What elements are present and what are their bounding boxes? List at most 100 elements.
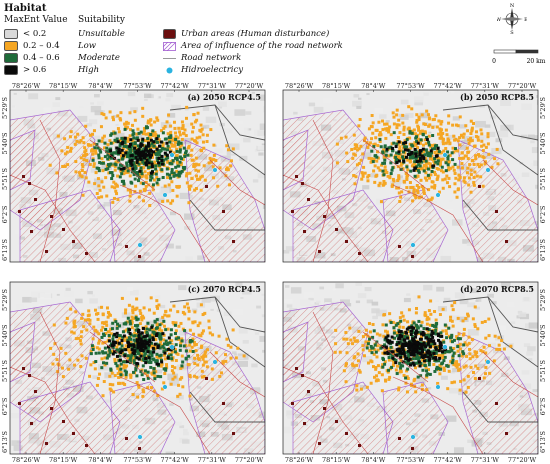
habitat-low-cell [188,349,192,353]
habitat-high-cell [115,354,119,358]
habitat-high-cell [385,147,389,151]
habitat-low-cell [451,123,455,127]
habitat-low-cell [452,134,456,138]
habitat-moderate-cell [159,156,163,160]
habitat-moderate-cell [383,145,387,149]
habitat-moderate-cell [394,155,398,159]
terrain-patch [391,126,401,132]
terrain-patch [39,292,51,300]
terrain-patch [103,202,111,207]
habitat-low-cell [176,136,180,140]
habitat-low-cell [453,182,457,186]
habitat-moderate-cell [422,169,426,173]
habitat-low-cell [137,195,141,199]
habitat-low-cell [170,142,174,146]
legend-class-suit: Moderate [78,53,120,63]
habitat-low-cell [479,163,483,167]
habitat-moderate-cell [399,366,403,370]
habitat-low-cell [69,307,73,311]
habitat-low-cell [338,350,342,354]
habitat-low-cell [209,158,213,162]
habitat-high-cell [415,341,419,345]
habitat-low-cell [481,350,485,354]
habitat-moderate-cell [387,146,391,150]
habitat-low-cell [468,357,472,361]
habitat-low-cell [63,152,67,156]
habitat-low-cell [137,385,141,389]
habitat-low-cell [170,138,174,142]
habitat-moderate-cell [108,348,112,352]
habitat-moderate-cell [410,131,414,135]
habitat-moderate-cell [168,173,172,177]
terrain-patch [315,300,321,304]
habitat-low-cell [103,363,107,367]
terrain-patch [169,211,177,216]
habitat-high-cell [124,151,128,155]
habitat-moderate-cell [371,160,375,164]
terrain-patch [145,320,155,327]
road-line [362,139,429,191]
habitat-low-cell [450,381,454,385]
terrain-patch [459,124,467,129]
habitat-moderate-cell [122,360,126,364]
habitat-low-cell [364,340,368,344]
y-tick-label: 6°13'S [539,431,547,453]
habitat-moderate-cell [178,348,182,352]
habitat-low-cell [424,157,428,161]
habitat-low-cell [372,169,376,173]
habitat-moderate-cell [393,336,397,340]
terrain-patch [443,297,451,302]
habitat-moderate-cell [155,318,159,322]
habitat-moderate-cell [180,339,184,343]
habitat-low-cell [472,175,476,179]
habitat-high-cell [151,338,155,342]
habitat-low-cell [177,383,181,387]
habitat-low-cell [467,341,471,345]
habitat-low-cell [78,171,82,175]
legend-layer-hydro: Hidroelectricy [163,65,243,75]
terrain-patch [157,96,162,99]
urban-area [222,210,225,213]
habitat-low-cell [398,145,402,149]
habitat-low-cell [101,136,105,140]
habitat-moderate-cell [450,151,454,155]
habitat-low-cell [351,362,355,366]
habitat-low-cell [438,161,442,165]
terrain-patch [92,331,100,336]
habitat-low-cell [363,136,367,140]
habitat-low-cell [155,299,159,303]
habitat-low-cell [359,387,363,391]
habitat-high-cell [421,342,425,346]
habitat-low-cell [176,394,180,398]
habitat-low-cell [195,136,199,140]
terrain-patch [63,290,75,298]
habitat-low-cell [128,174,132,178]
habitat-high-cell [409,353,413,357]
habitat-low-cell [411,199,415,203]
terrain-patch [238,328,248,334]
habitat-moderate-cell [397,328,401,332]
habitat-moderate-cell [394,358,398,362]
terrain-patch [398,175,403,179]
x-tick-label: 77°53'W [123,82,152,90]
habitat-moderate-cell [462,352,466,356]
habitat-low-cell [401,325,405,329]
habitat-high-cell [412,350,416,354]
habitat-low-cell [93,367,97,371]
habitat-high-cell [148,338,152,342]
habitat-low-cell [382,148,386,152]
road-line [209,351,265,398]
habitat-low-cell [402,128,406,132]
habitat-moderate-cell [115,137,119,141]
habitat-moderate-cell [133,361,137,365]
habitat-low-cell [383,360,387,364]
road-line [10,174,96,262]
terrain-patch [219,106,223,109]
habitat-moderate-cell [129,149,133,153]
habitat-high-cell [137,333,141,337]
terrain-patch [287,414,294,419]
habitat-low-cell [410,129,414,133]
terrain-patch [86,182,96,189]
habitat-low-cell [482,376,486,380]
terrain-patch [406,293,411,296]
